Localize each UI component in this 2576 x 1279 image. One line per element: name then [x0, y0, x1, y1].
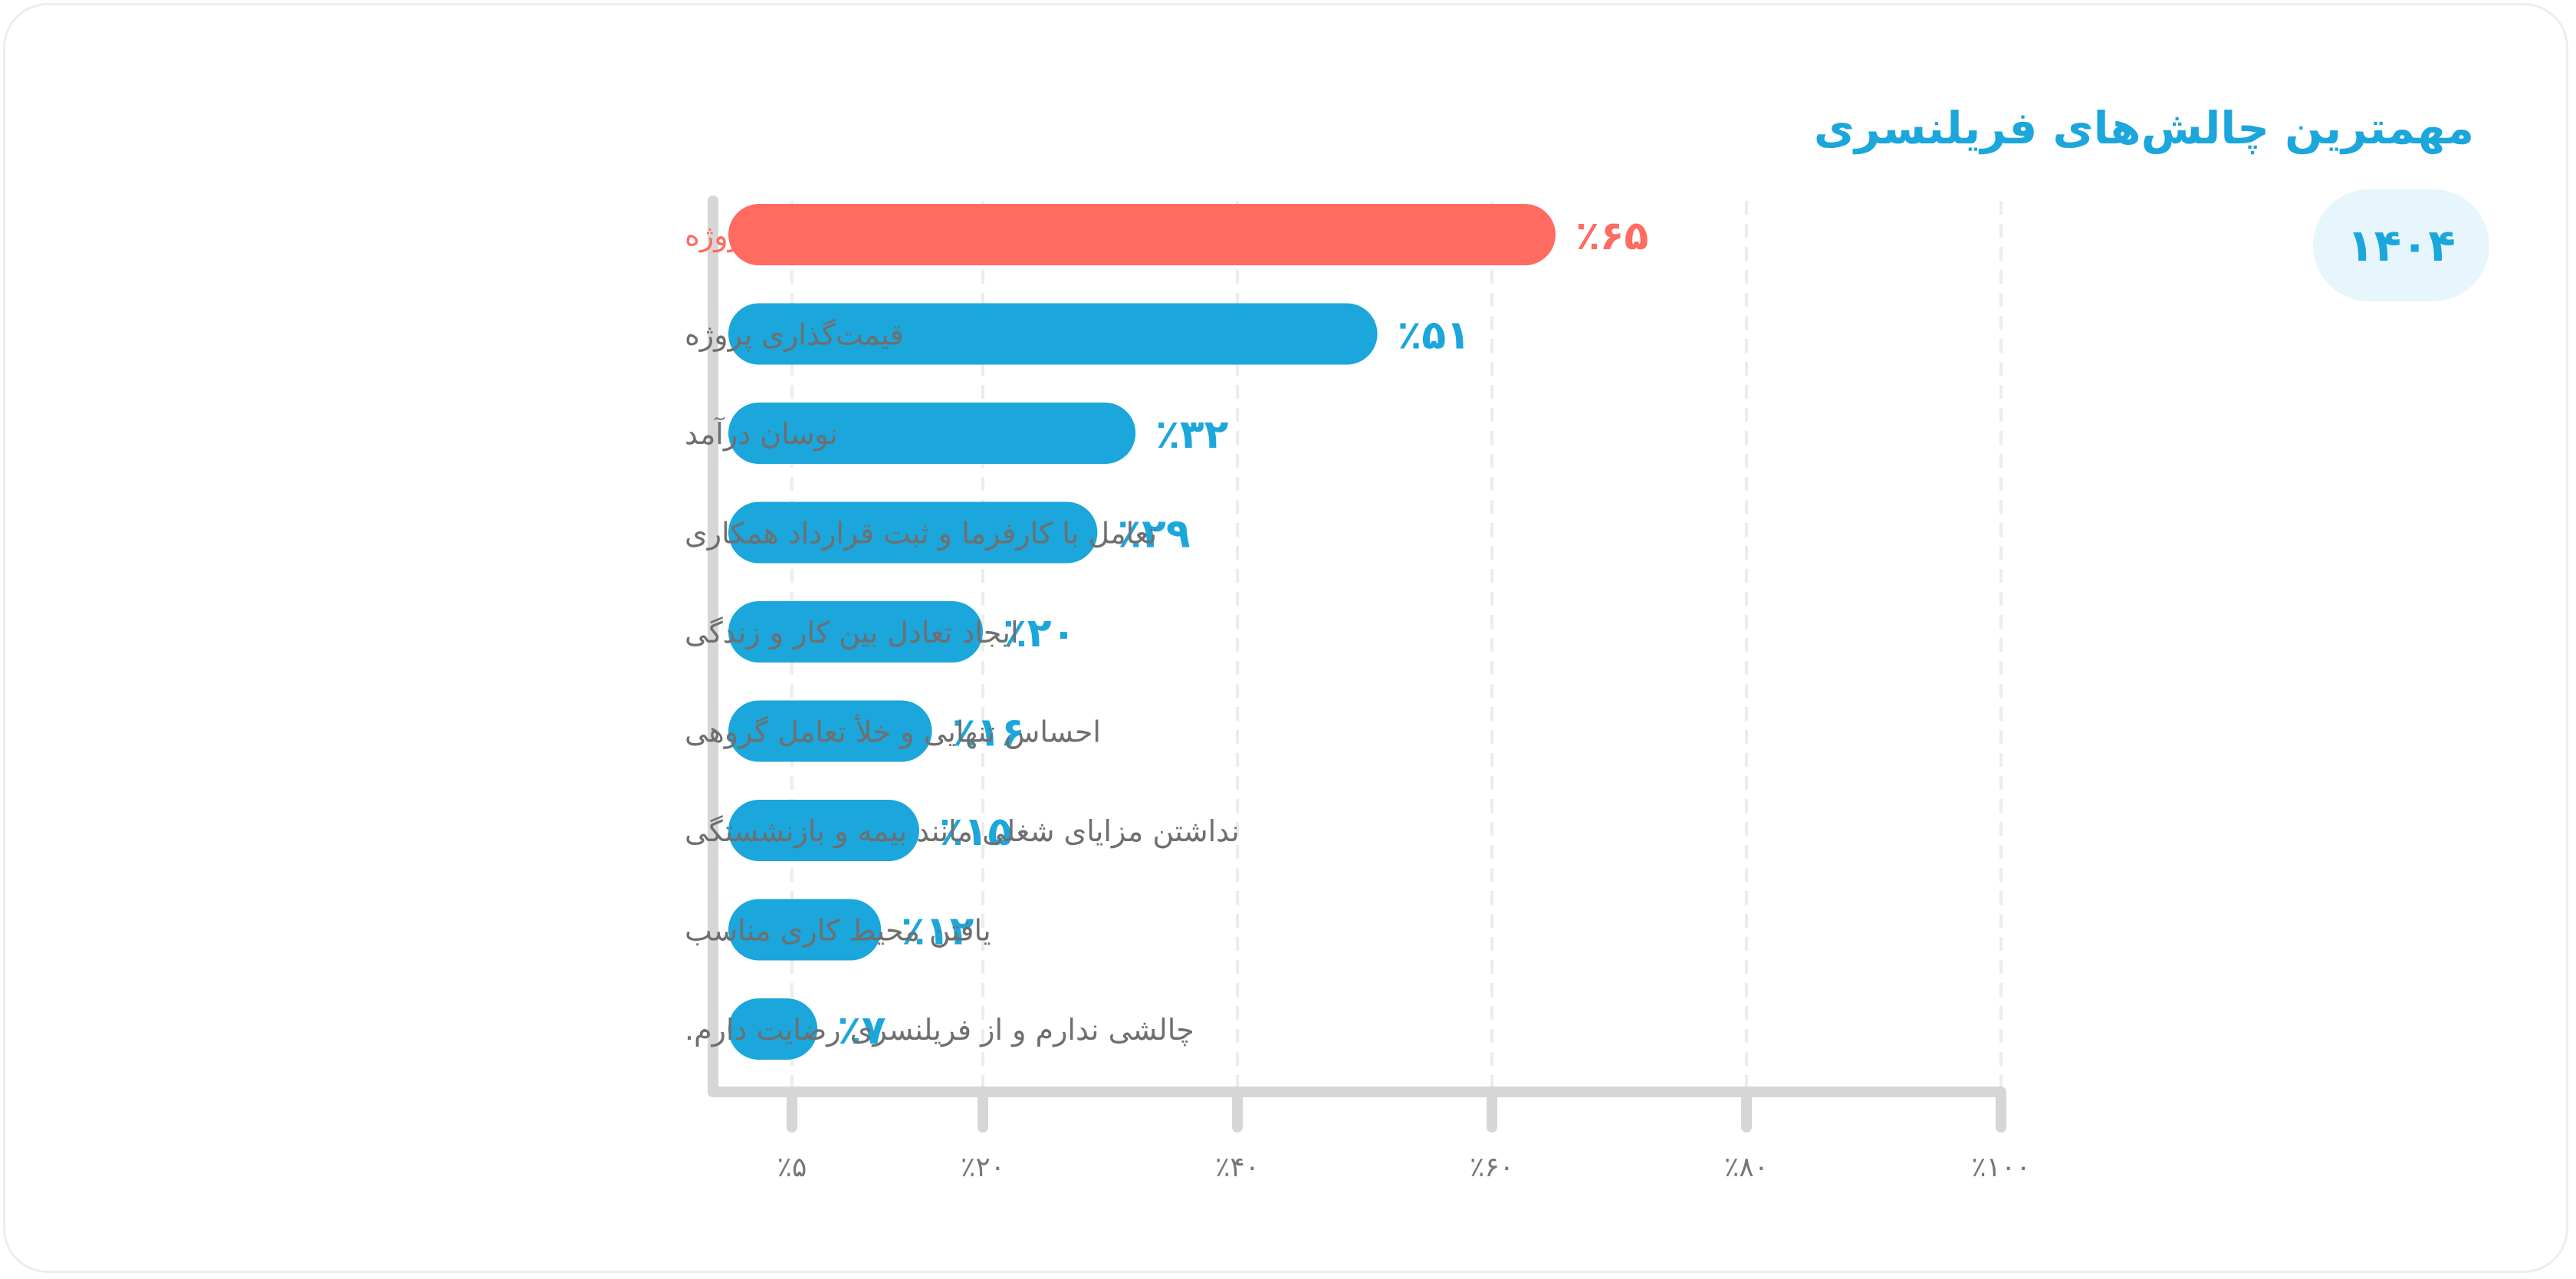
- bar-value-label: ٪۳۲: [1155, 412, 1228, 458]
- category-label: ایجاد تعادل بین کار و زندگی: [685, 616, 1019, 650]
- x-tick-label: ٪۲۰: [961, 1152, 1005, 1183]
- x-tick-label: ٪۵: [777, 1152, 807, 1183]
- bar-value-label: ٪۱۵: [939, 809, 1012, 855]
- category-label: اخذ پروژه: [685, 219, 803, 253]
- bar-value-label: ٪۱۶: [952, 710, 1025, 756]
- bar-value-label: ٪۶۵: [1576, 213, 1648, 259]
- x-tick-label: ٪۸۰: [1724, 1152, 1769, 1183]
- bar: [728, 403, 1136, 464]
- bar: [728, 700, 932, 762]
- category-label: چالشی ندارم و از فریلنسری رضایت دارم.: [685, 1013, 1194, 1047]
- bar: [728, 501, 1098, 564]
- bar: [728, 998, 818, 1060]
- bar: [728, 800, 919, 861]
- category-label: نوسان درآمد: [685, 416, 838, 452]
- x-tick-label: ٪۴۰: [1215, 1152, 1260, 1183]
- bar-value-label: ٪۵۱: [1398, 313, 1470, 359]
- category-label: تعامل با کارفرما و ثبت قرارداد همکاری: [685, 517, 1157, 551]
- category-label: احساس تنهایی و خلأ تعامل گروهی: [685, 714, 1101, 750]
- category-label: قیمت‌گذاری پروژه: [685, 318, 904, 353]
- chart-title: مهمترین چالش‌های فریلنسری: [1813, 102, 2474, 154]
- bar-value-label: ٪۲۹: [1117, 511, 1190, 557]
- category-label: یافتن محیط کاری مناسب: [685, 914, 991, 949]
- x-tick-label: ٪۶۰: [1470, 1152, 1514, 1183]
- year-badge: ۱۴۰۴: [2313, 189, 2489, 301]
- bar-value-label: ٪۲۰: [1003, 610, 1076, 656]
- bar-value-label: ٪۷: [837, 1008, 886, 1054]
- bar: [728, 204, 1556, 265]
- bar-value-label: ٪۱۲: [901, 909, 974, 955]
- bar: [728, 899, 882, 961]
- bar: [728, 601, 983, 663]
- bar: [728, 303, 1378, 365]
- category-label: نداشتن مزایای شغلی مانند بیمه و بازنشستگ…: [685, 814, 1240, 849]
- x-tick-label: ٪۱۰۰: [1971, 1152, 2030, 1183]
